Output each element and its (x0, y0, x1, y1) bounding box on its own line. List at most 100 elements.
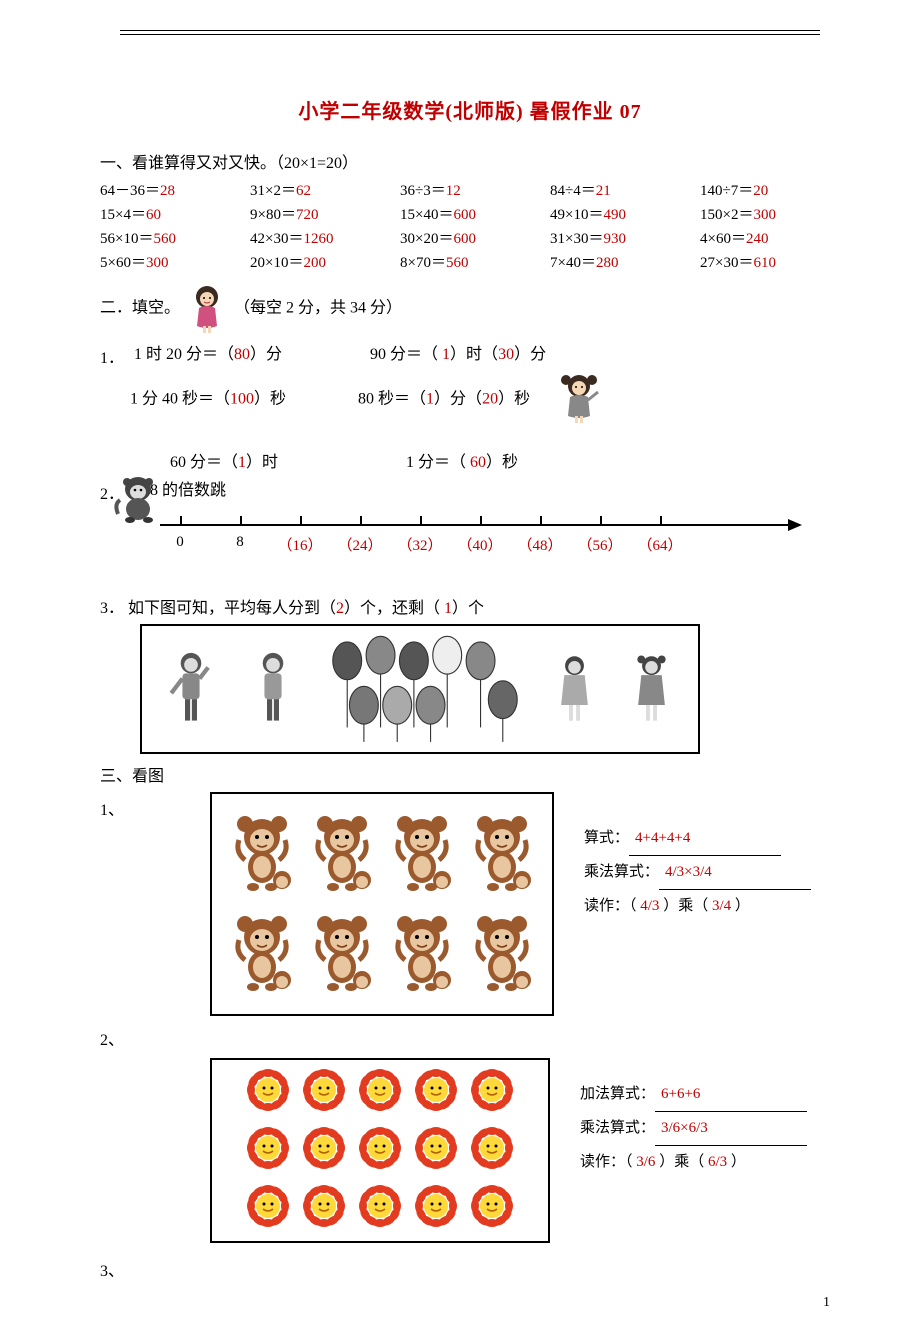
sun-icon (414, 1184, 458, 1233)
t: ）乘（ (655, 1154, 708, 1170)
a: 3/4 (712, 898, 731, 914)
sun-icon (470, 1068, 514, 1117)
t: 80 秒＝（ (358, 391, 426, 408)
sun-icon (246, 1068, 290, 1117)
t: ）乘（ (659, 898, 712, 914)
t: ）秒 (498, 391, 530, 408)
calc-item: 31×2＝62 (250, 179, 390, 200)
q3-2-row: 加法算式：6+6+6 乘法算式：3/6×6/3 读作：（ 3/6 ）乘（ 6/3… (100, 1058, 840, 1243)
l: 加法算式： (580, 1086, 655, 1102)
sun-icon (358, 1126, 402, 1175)
girl2-icon (554, 370, 604, 430)
sun-icon (302, 1068, 346, 1117)
monkey-icon (227, 912, 297, 997)
q2-1-num: 1． (100, 344, 130, 368)
t: ）秒 (486, 454, 518, 471)
girl-icon (547, 650, 602, 729)
a: 6/3 (708, 1154, 727, 1170)
t: ）秒 (254, 391, 286, 408)
t: 如下图可知，平均每人分到（ (128, 600, 336, 617)
calc-item: 15×4＝60 (100, 203, 240, 224)
tick-label: （16） (277, 534, 322, 555)
a: 4/3×3/4 (665, 864, 712, 880)
calc-item: 56×10＝560 (100, 227, 240, 248)
a: 2 (336, 600, 344, 617)
top-divider (120, 30, 820, 35)
monkey-icon (387, 812, 457, 897)
balloons-image (140, 624, 700, 754)
sun-row (246, 1068, 514, 1117)
calc-item: 7×40＝280 (550, 251, 690, 272)
calc-item: 42×30＝1260 (250, 227, 390, 248)
l: 乘法算式： (584, 864, 659, 880)
sun-row (246, 1126, 514, 1175)
sun-icon (358, 1184, 402, 1233)
t: 90 分＝（ (370, 346, 442, 363)
tick-label: （24） (337, 534, 382, 555)
sun-icon (246, 1126, 290, 1175)
q3-1-formulas: 算式： 4+4+4+4 乘法算式： 4/3×3/4 读作：（ 4/3 ）乘（ 3/4… (584, 822, 811, 923)
n: 1、 (100, 796, 130, 820)
monkeys-image (210, 792, 554, 1016)
a: 1 (444, 600, 452, 617)
tick-label: 0 (176, 534, 184, 551)
tick (180, 516, 182, 526)
a: 6+6+6 (661, 1086, 700, 1102)
tick (600, 516, 602, 526)
section3-heading: 三、看图 (100, 762, 840, 786)
t: 1 分 40 秒＝（ (130, 391, 230, 408)
calc-item: 27×30＝610 (700, 251, 840, 272)
a: 100 (230, 391, 254, 408)
a: 1 (238, 454, 246, 471)
number-line: 08（16）（24）（32）（40）（48）（56）（64） (120, 504, 800, 574)
calc-item: 140÷7＝20 (700, 179, 840, 200)
monkey-icon (467, 912, 537, 997)
tick-label: （64） (637, 534, 682, 555)
monkey-icon (307, 812, 377, 897)
tick (480, 516, 482, 526)
monkey-icon (227, 812, 297, 897)
q2-3: 3． 如下图可知，平均每人分到（2）个，还剩（ 1）个 (100, 594, 840, 618)
t: 读作：（ (584, 898, 640, 914)
t: ） (727, 1154, 746, 1170)
tick (420, 516, 422, 526)
a: 30 (498, 346, 514, 363)
boy-icon (161, 646, 221, 732)
a: 3/6×6/3 (661, 1120, 708, 1136)
sun-row (246, 1184, 514, 1233)
calc-item: 9×80＝720 (250, 203, 390, 224)
calc-item: 31×30＝930 (550, 227, 690, 248)
section2-heading: 二．填空。 （每空 2 分，共 34 分） (100, 284, 840, 334)
calc-item: 15×40＝600 (400, 203, 540, 224)
t: ）时（ (450, 346, 498, 363)
calc-item: 20×10＝200 (250, 251, 390, 272)
a: 20 (482, 391, 498, 408)
a: 4/3 (640, 898, 659, 914)
a: 1 (426, 391, 434, 408)
tick (300, 516, 302, 526)
calc-item: 150×2＝300 (700, 203, 840, 224)
l: 算式： (584, 830, 629, 846)
girl-icon (184, 284, 230, 334)
page-title: 小学二年级数学(北师版) 暑假作业 07 (100, 95, 840, 124)
calc-item: 5×60＝300 (100, 251, 240, 272)
a: 3/6 (636, 1154, 655, 1170)
q3-1-row: 1、 算式： 4+4+4+4 乘法算式： 4/3×3/4 读作：（ 4/3 ）乘（ … (100, 792, 840, 1016)
calc-grid: 64－36＝2831×2＝6236÷3＝1284÷4＝21140÷7＝2015×… (100, 179, 840, 272)
section2-post: （每空 2 分，共 34 分） (234, 300, 402, 317)
sun-icon (246, 1184, 290, 1233)
a: 4+4+4+4 (635, 830, 690, 846)
sun-icon (302, 1126, 346, 1175)
calc-item: 8×70＝560 (400, 251, 540, 272)
tiger-icon (110, 474, 165, 524)
section1-heading: 一、看谁算得又对又快。（20×1=20） (100, 149, 840, 173)
t: 60 分＝（ (170, 454, 238, 471)
a: 60 (470, 454, 486, 471)
q2-1c: 60 分＝（1）时 1 分＝（ 60）秒 (170, 448, 840, 472)
t: ）分（ (434, 391, 482, 408)
sun-icon (470, 1126, 514, 1175)
n: 3． (100, 600, 124, 617)
sun-icon (470, 1184, 514, 1233)
tick-label: 8 (236, 534, 244, 551)
n: 3、 (100, 1257, 130, 1281)
